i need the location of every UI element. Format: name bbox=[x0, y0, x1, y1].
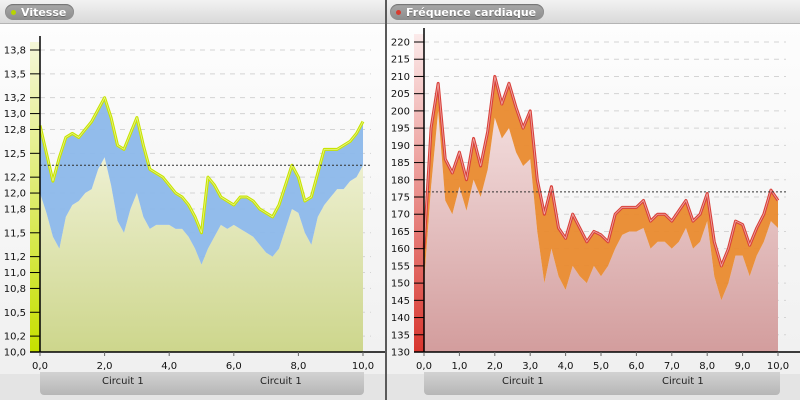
svg-text:8,0: 8,0 bbox=[290, 361, 306, 372]
svg-text:185: 185 bbox=[391, 158, 410, 169]
svg-text:13,2: 13,2 bbox=[4, 93, 26, 104]
svg-text:13,5: 13,5 bbox=[4, 69, 26, 80]
svg-text:11,5: 11,5 bbox=[4, 228, 26, 239]
svg-text:170: 170 bbox=[391, 210, 410, 221]
svg-text:140: 140 bbox=[391, 313, 410, 324]
svg-text:1,0: 1,0 bbox=[451, 361, 467, 372]
svg-text:5,0: 5,0 bbox=[593, 361, 609, 372]
svg-text:12,0: 12,0 bbox=[4, 189, 26, 200]
speed-title: Vitesse bbox=[21, 5, 67, 19]
svg-text:10,0: 10,0 bbox=[352, 361, 374, 372]
heart-rate-chart[interactable]: 130 135 140 145 150 155 160 165 170 175 180 185 190 1… bbox=[387, 0, 800, 400]
svg-text:8,0: 8,0 bbox=[699, 361, 715, 372]
svg-text:10,0: 10,0 bbox=[4, 348, 26, 359]
speed-segment-label: Circuit 1 bbox=[260, 376, 302, 387]
svg-text:10,0: 10,0 bbox=[767, 361, 789, 372]
svg-text:190: 190 bbox=[391, 141, 410, 152]
svg-text:11,2: 11,2 bbox=[4, 252, 26, 263]
speed-title-pill[interactable]: Vitesse bbox=[5, 4, 75, 20]
svg-text:220: 220 bbox=[391, 38, 410, 49]
svg-text:4,0: 4,0 bbox=[558, 361, 574, 372]
svg-text:210: 210 bbox=[391, 72, 410, 83]
svg-text:2,0: 2,0 bbox=[487, 361, 503, 372]
heart-rate-segment-label: Circuit 1 bbox=[502, 376, 544, 387]
speed-panel: Vitesse 10,0 10,2 10,5 10,8 11,0 11,2 11,5 11,8… bbox=[0, 0, 385, 400]
svg-text:175: 175 bbox=[391, 193, 410, 204]
svg-text:3,0: 3,0 bbox=[522, 361, 538, 372]
speed-chart[interactable]: 10,0 10,2 10,5 10,8 11,0 11,2 11,5 11,8 12,0 12,2… bbox=[0, 0, 385, 400]
heart-rate-legend-dot-icon bbox=[396, 9, 401, 15]
svg-text:130: 130 bbox=[391, 348, 410, 359]
svg-text:180: 180 bbox=[391, 175, 410, 186]
svg-text:200: 200 bbox=[391, 106, 410, 117]
heart-rate-title-pill[interactable]: Fréquence cardiaque bbox=[390, 4, 545, 20]
svg-text:10,5: 10,5 bbox=[4, 308, 26, 319]
svg-text:4,0: 4,0 bbox=[161, 361, 177, 372]
heart-rate-panel-header: Fréquence cardiaque bbox=[387, 0, 800, 24]
svg-text:12,8: 12,8 bbox=[4, 125, 26, 136]
speed-x-segment-band: Circuit 1 Circuit 1 bbox=[40, 372, 364, 395]
svg-text:195: 195 bbox=[391, 124, 410, 135]
svg-text:135: 135 bbox=[391, 330, 410, 341]
svg-text:145: 145 bbox=[391, 296, 410, 307]
svg-text:12,2: 12,2 bbox=[4, 173, 26, 184]
svg-text:160: 160 bbox=[391, 244, 410, 255]
svg-text:7,0: 7,0 bbox=[664, 361, 680, 372]
svg-text:10,2: 10,2 bbox=[4, 332, 26, 343]
svg-text:12,5: 12,5 bbox=[4, 149, 26, 160]
svg-text:2,0: 2,0 bbox=[97, 361, 113, 372]
heart-rate-x-segment-band: Circuit 1 Circuit 1 bbox=[424, 372, 780, 395]
svg-text:165: 165 bbox=[391, 227, 410, 238]
svg-text:13,8: 13,8 bbox=[4, 46, 26, 57]
svg-text:11,8: 11,8 bbox=[4, 204, 26, 215]
panel-divider[interactable] bbox=[385, 0, 387, 400]
svg-text:150: 150 bbox=[391, 279, 410, 290]
svg-text:13,0: 13,0 bbox=[4, 109, 26, 120]
svg-text:9,0: 9,0 bbox=[735, 361, 751, 372]
speed-panel-header: Vitesse bbox=[0, 0, 385, 24]
heart-rate-title: Fréquence cardiaque bbox=[406, 5, 537, 19]
speed-segment-label: Circuit 1 bbox=[102, 376, 144, 387]
heart-rate-segment-label: Circuit 1 bbox=[662, 376, 704, 387]
speed-legend-dot-icon bbox=[11, 9, 16, 15]
svg-text:155: 155 bbox=[391, 261, 410, 272]
svg-text:6,0: 6,0 bbox=[226, 361, 242, 372]
svg-text:215: 215 bbox=[391, 55, 410, 66]
svg-text:0,0: 0,0 bbox=[32, 361, 48, 372]
svg-text:205: 205 bbox=[391, 89, 410, 100]
svg-text:0,0: 0,0 bbox=[416, 361, 432, 372]
svg-text:10,8: 10,8 bbox=[4, 284, 26, 295]
svg-text:6,0: 6,0 bbox=[628, 361, 644, 372]
heart-rate-panel: Fréquence cardiaque 130 135 140 145 150 155 16… bbox=[387, 0, 800, 400]
svg-text:11,0: 11,0 bbox=[4, 268, 26, 279]
